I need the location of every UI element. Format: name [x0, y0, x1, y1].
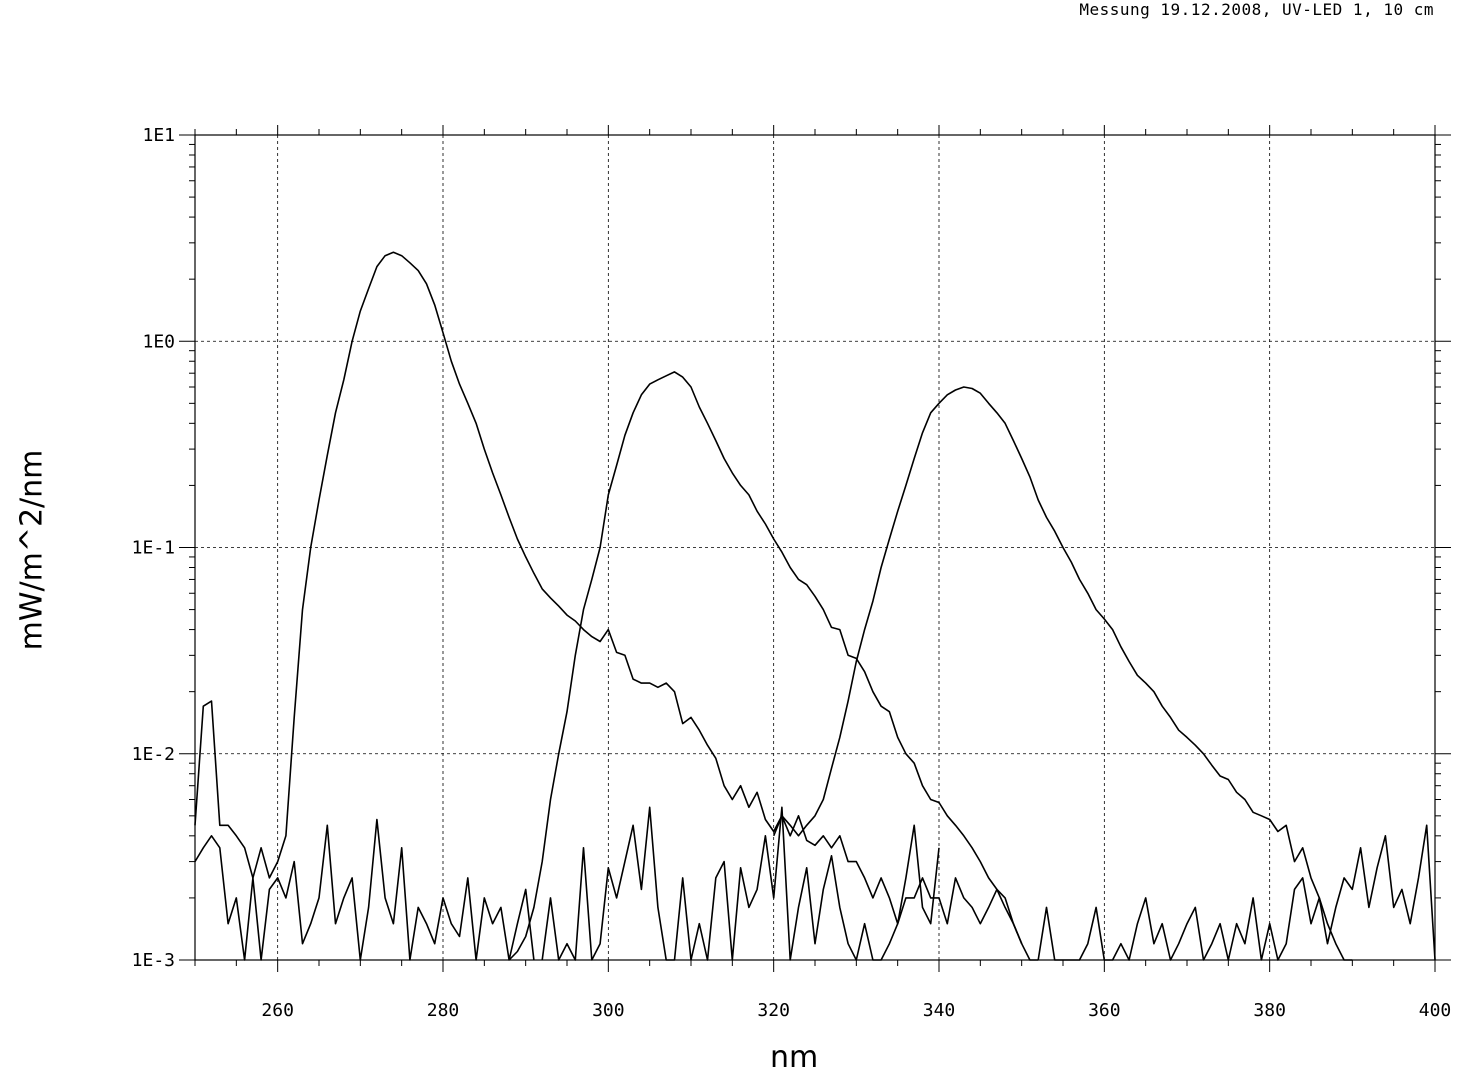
x-tick-label: 300: [592, 1000, 625, 1021]
tick-labels: 260 280 300 320 340 360 380 400 1E1 1E0 1E-1 1E-2 1E…: [132, 125, 1452, 1021]
x-tick-label: 320: [757, 1000, 790, 1021]
y-axis-label: mW/m^2/nm: [14, 449, 50, 651]
x-tick-label: 280: [427, 1000, 460, 1021]
y-tick-label: 1E-3: [132, 950, 175, 971]
x-tick-label: 400: [1419, 1000, 1452, 1021]
chart-title: Messung 19.12.2008, UV-LED 1, 10 cm: [1079, 0, 1434, 19]
series-lines: [194, 251, 1436, 961]
y-tick-label: 1E1: [142, 125, 175, 146]
x-tick-label: 260: [261, 1000, 294, 1021]
series-line-2: [508, 371, 1039, 961]
y-tick-label: 1E-2: [132, 744, 175, 765]
x-tick-label: 340: [923, 1000, 956, 1021]
x-tick-label: 360: [1088, 1000, 1121, 1021]
series-line-3: [772, 386, 1353, 961]
series-line-1: [194, 251, 1023, 945]
series-line-6: [1037, 824, 1436, 961]
x-axis-label: nm: [770, 1040, 819, 1075]
grid-lines: [195, 135, 1435, 960]
y-tick-label: 1E-1: [132, 538, 175, 559]
x-tick-label: 380: [1253, 1000, 1286, 1021]
series-line-4: [194, 818, 535, 961]
series-line-5: [541, 806, 940, 961]
y-tick-label: 1E0: [142, 331, 175, 352]
axes: [179, 125, 1451, 972]
